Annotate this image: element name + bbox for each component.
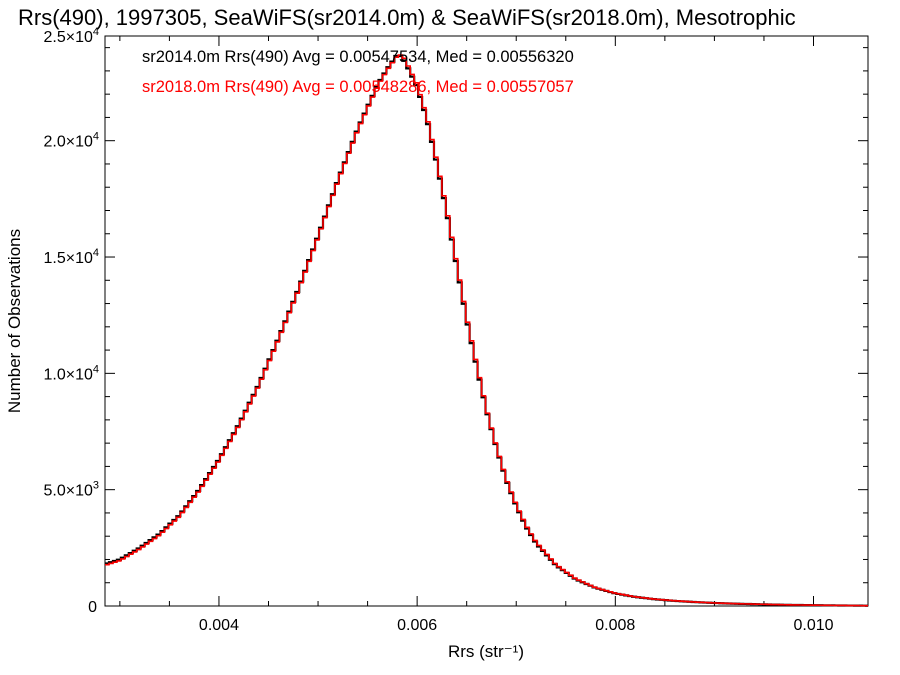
legend-text-series-2: sr2018.0m Rrs(490) Avg = 0.00548286, Med… (142, 78, 574, 96)
series-line-sr2018.0m (105, 54, 868, 607)
y-tick-label: 1.0×104 (43, 363, 99, 383)
x-tick-label: 0.006 (397, 617, 437, 634)
y-tick-label: 0 (88, 599, 97, 616)
x-tick-label: 0.004 (199, 617, 239, 634)
x-tick-label: 0.008 (595, 617, 635, 634)
y-tick-label: 1.5×104 (43, 247, 99, 267)
chart-title: Rrs(490), 1997305, SeaWiFS(sr2014.0m) & … (18, 5, 796, 30)
x-tick-label: 0.010 (793, 617, 833, 634)
y-tick-label: 5.0×103 (43, 480, 99, 500)
x-axis-label: Rrs (str⁻¹) (448, 642, 524, 661)
series-line-sr2014.0m (105, 54, 868, 607)
axis-ticks: 0.004 0.006 0.008 0.010 0 5.0×103 1.0×104 1.5×1… (43, 26, 868, 634)
y-tick-label: 2.0×104 (43, 131, 99, 151)
y-tick-label: 2.5×104 (43, 26, 99, 46)
plot-frame (104, 35, 869, 607)
legend-text-series-1: sr2014.0m Rrs(490) Avg = 0.00547534, Med… (142, 48, 574, 66)
series-layer (105, 54, 868, 607)
y-axis-label: Number of Observations (5, 229, 24, 413)
